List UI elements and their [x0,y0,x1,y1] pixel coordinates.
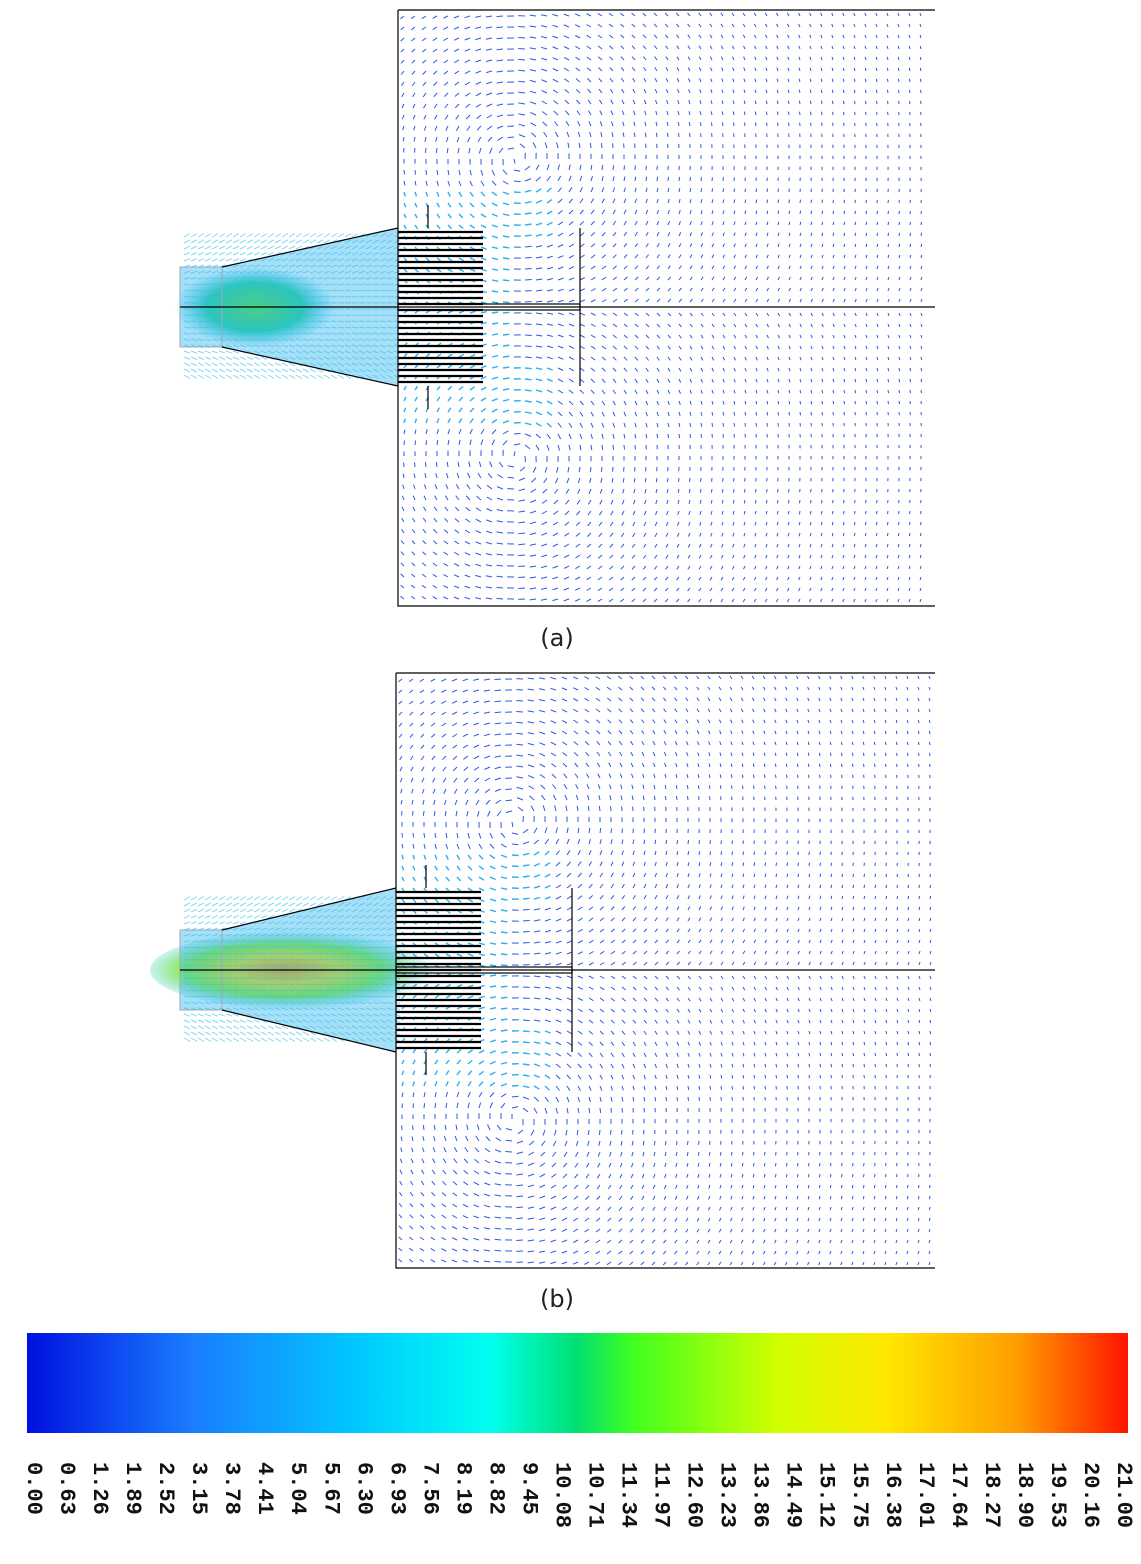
colorbar-tick-label: 0.00 [21,1462,46,1515]
colorbar-tick-label: 17.01 [913,1462,938,1528]
colorbar-tick-label: 0.63 [54,1462,79,1515]
vector-field [400,12,923,603]
colorbar-tick-label: 10.08 [550,1462,575,1528]
colorbar-tick-label: 16.38 [880,1462,905,1528]
panel-b [150,672,935,1269]
panel-label: (a) [540,624,573,652]
vector-field [398,675,932,1266]
colorbar-tick-label: 18.90 [1012,1462,1037,1528]
colorbar-tick-label: 21.00 [1111,1462,1136,1528]
colorbar-tick-label: 8.82 [483,1462,508,1515]
nozzle-cone [221,887,397,1053]
colorbar-tick-label: 9.45 [517,1462,542,1515]
colorbar-tick-label: 4.41 [252,1462,277,1515]
colorbar-tick-label: 5.67 [318,1462,343,1515]
colorbar-tick-label: 13.86 [748,1462,773,1528]
domain-boundary [395,672,935,1269]
panel-label: (b) [540,1285,574,1313]
colorbar-ticks: 0.00 0.63 1.26 1.89 2.52 3.15 3.78 4.41 5.04 5.67… [21,1462,1136,1528]
domain-boundary [397,9,935,607]
colorbar-tick-label: 11.34 [616,1462,641,1528]
colorbar-tick-label: 6.30 [351,1462,376,1515]
colorbar-tick-label: 10.71 [583,1462,608,1528]
grid-plates [396,890,481,1050]
colorbar-tick-label: 3.78 [219,1462,244,1515]
colorbar-tick-label: 1.89 [120,1462,145,1515]
colorbar-tick-label: 17.64 [946,1462,971,1528]
colorbar-tick-label: 2.52 [153,1462,178,1515]
colorbar-tick-label: 15.75 [847,1462,872,1528]
colorbar-tick-label: 15.12 [814,1462,839,1528]
colorbar-tick-label: 7.56 [417,1462,442,1515]
colorbar-tick-label: 18.27 [979,1462,1004,1528]
colorbar-tick-label: 13.23 [715,1462,740,1528]
colorbar-tick-label: 12.60 [682,1462,707,1528]
nozzle-cone [221,227,399,387]
colorbar-tick-label: 8.19 [450,1462,475,1515]
colorbar-tick-label: 14.49 [781,1462,806,1528]
colorbar-tick-label: 5.04 [285,1462,310,1515]
colorbar-tick-label: 20.16 [1078,1462,1103,1528]
colorbar-tick-label: 3.15 [186,1462,211,1515]
colorbar-tick-label: 6.93 [384,1462,409,1515]
panel-a [175,9,935,607]
vector-field-nozzle [183,233,401,379]
colorbar [27,1333,1128,1433]
colorbar-tick-label: 11.97 [649,1462,674,1528]
colorbar-tick-label: 19.53 [1045,1462,1070,1528]
grid-plates [398,230,483,384]
vector-field-nozzle [183,896,401,1042]
colorbar-tick-label: 1.26 [87,1462,112,1515]
